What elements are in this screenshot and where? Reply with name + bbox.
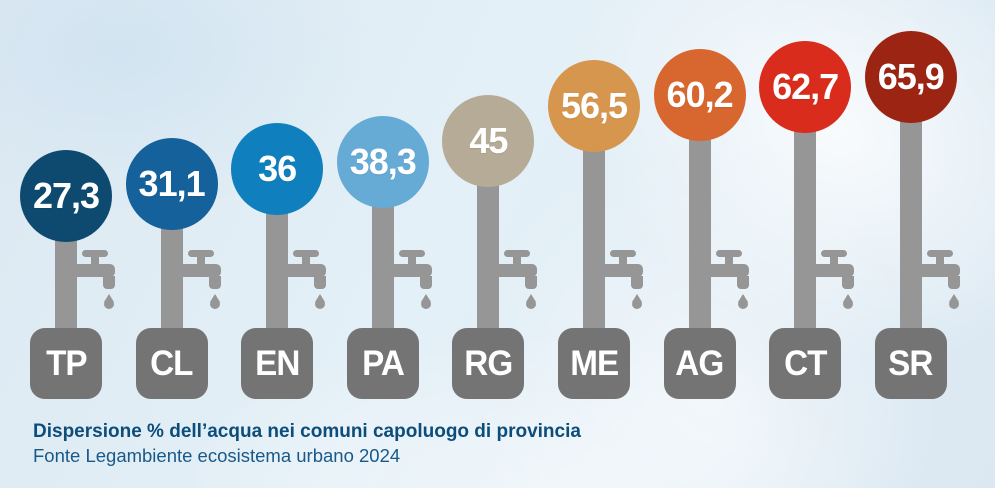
faucet-pipe [73,264,115,277]
value-label: 38,3 [349,141,417,183]
chart-title: Dispersione % dell’acqua nei comuni capo… [33,421,581,442]
water-drop-icon [737,294,748,310]
value-bubble: 36 [231,123,324,216]
faucet-spout [419,276,432,289]
province-label: EN [255,343,300,383]
province-label: AG [675,343,725,383]
water-drop-icon [526,294,537,310]
faucet-spout [103,276,115,289]
value-label: 65,9 [877,56,945,97]
value-label: 36 [258,148,297,190]
faucet-icon [706,250,758,312]
value-label: 31,1 [138,163,206,205]
faucet-icon [917,250,969,312]
province-label: RG [464,343,513,383]
value-label: 62,7 [772,65,839,107]
water-drop-icon [843,294,854,310]
province-label: TP [45,343,88,383]
province-base: AG [663,328,736,399]
value-bubble: 62,7 [759,40,852,133]
value-bubble: 65,9 [864,31,957,123]
faucet-icon [284,250,335,312]
value-label: 45 [469,120,508,162]
faucet-spout [736,276,749,289]
faucet-icon [178,250,230,312]
faucet-pipe [284,264,327,277]
province-base: CT [769,328,842,399]
faucet-handle-stem [302,256,311,265]
province-base: ME [558,328,630,399]
value-bubble: 31,1 [125,138,218,231]
province-base: SR [874,328,947,399]
caption: Dispersione % dell’acqua nei comuni capo… [33,419,581,468]
faucet-spout [631,276,643,289]
faucet-spout [947,276,960,289]
value-label: 56,5 [560,84,628,126]
value-bubble: 27,3 [20,150,112,242]
faucet-spout [314,276,327,289]
value-bubble: 38,3 [336,116,429,209]
faucet-handle-stem [196,256,205,265]
province-base: TP [30,328,102,399]
faucet-icon [601,250,652,312]
faucet-handle-stem [91,256,99,265]
faucet-spout [525,276,538,289]
faucet-icon [495,250,546,312]
water-drop-icon [315,294,326,310]
water-drop-icon [420,294,431,310]
province-base: CL [135,328,208,399]
province-base: EN [241,328,314,399]
province-label: CT [783,343,827,383]
value-bubble: 60,2 [653,48,746,141]
water-drop-icon [948,294,959,310]
water-drop-icon [632,294,642,310]
value-bubble: 45 [442,95,535,188]
faucet-handle [82,250,108,257]
province-label: ME [570,343,619,383]
value-bubble: 56,5 [548,59,640,152]
water-drop-icon [104,294,114,310]
faucet-icon [73,250,124,312]
value-label: 27,3 [32,175,100,216]
faucet-spout [208,276,221,289]
province-base: PA [346,328,419,399]
province-label: SR [888,343,934,383]
province-label: PA [361,343,405,383]
province-base: RG [452,328,525,399]
faucet-icon [389,250,441,312]
water-drop-icon [209,294,220,310]
faucet-icon [812,250,863,312]
faucet-spout [842,276,855,289]
faucet-pipe [178,264,221,277]
faucet-handle [187,250,214,257]
chart-source: Fonte Legambiente ecosistema urbano 2024 [33,445,401,466]
province-label: CL [150,343,193,383]
value-label: 60,2 [666,73,734,115]
faucet-handle [293,250,320,257]
